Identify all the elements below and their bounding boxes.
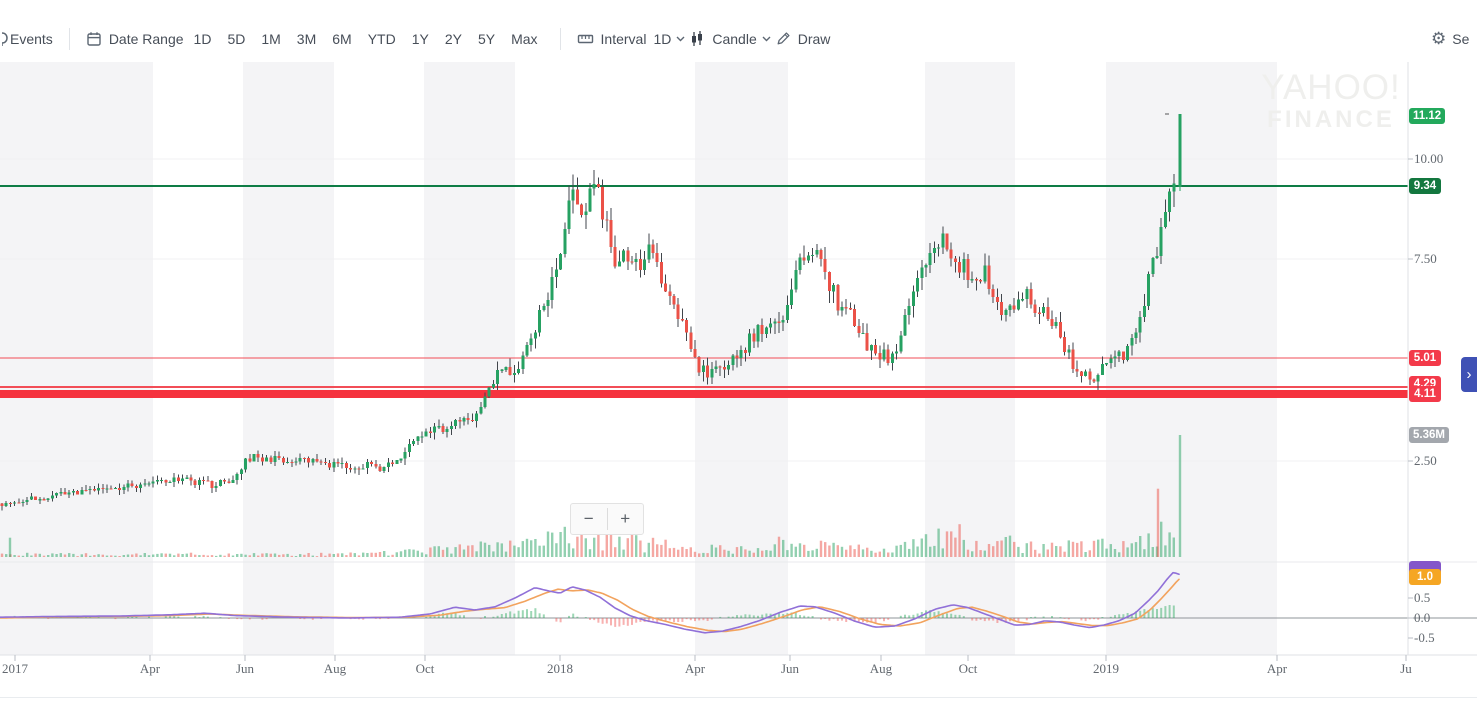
interval-label: Interval	[600, 31, 647, 47]
range-2y-label: 2Y	[444, 31, 462, 47]
chart-toolbar: Events Date Range 1D 5D 1M 3M 6M YTD 1Y 2Y 5Y Max In…	[0, 0, 1477, 62]
y-axis-label: 7.50	[1414, 251, 1437, 266]
x-axis-label: Ju	[1400, 661, 1412, 676]
range-max-button[interactable]: Max	[511, 31, 537, 47]
range-ytd-button[interactable]: YTD	[368, 31, 396, 47]
chart-type-label: Candle	[712, 31, 757, 47]
range-ytd-label: YTD	[367, 31, 396, 47]
y-axis-label: 2.50	[1414, 453, 1437, 468]
price-marker-badge: 5.01	[1409, 350, 1441, 366]
range-6m-button[interactable]: 6M	[332, 31, 351, 47]
range-1y-button[interactable]: 1Y	[412, 31, 429, 47]
range-1d-label: 1D	[193, 31, 212, 47]
x-axis-label: 2017	[2, 661, 28, 676]
range-3m-button[interactable]: 3M	[297, 31, 316, 47]
candle-icon	[689, 30, 705, 48]
range-3m-label: 3M	[296, 31, 317, 47]
y-axis-label: 10.00	[1414, 151, 1444, 166]
interval-value: 1D	[653, 31, 672, 47]
chevron-down-icon	[762, 36, 771, 42]
y-axis-label: -0.5	[1414, 630, 1435, 645]
interval-button[interactable]: Interval 1D	[577, 31, 686, 47]
zoom-in-button[interactable]: +	[620, 509, 631, 528]
date-range-label: Date Range	[108, 31, 184, 47]
x-axis-label: Oct	[958, 661, 978, 676]
price-marker-badge: 9.34	[1409, 178, 1441, 194]
settings-label: Se	[1452, 30, 1470, 47]
events-icon	[2, 29, 10, 49]
x-axis-label: Jun	[235, 661, 255, 676]
events-button[interactable]: Events	[2, 29, 53, 49]
page-bottom-border	[0, 697, 1477, 698]
price-marker-badge: 5.36M	[1409, 427, 1449, 443]
x-axis-label: 2018	[547, 661, 573, 676]
draw-label: Draw	[797, 31, 831, 47]
settings-button[interactable]: ⚙ Se	[1431, 30, 1477, 47]
range-5d-label: 5D	[227, 31, 246, 47]
x-axis-label: Jun	[780, 661, 800, 676]
x-axis-label: Aug	[869, 661, 893, 676]
toolbar-divider	[559, 28, 561, 50]
toolbar-divider	[68, 28, 70, 50]
price-marker-badge: 4.11	[1409, 386, 1441, 402]
x-axis-label: Oct	[415, 661, 435, 676]
price-marker-badge: 1.0	[1409, 569, 1441, 585]
date-range-button[interactable]: Date Range	[86, 31, 184, 47]
y-axis-label: 0.0	[1414, 610, 1431, 625]
calendar-icon	[86, 31, 102, 47]
y-axis-label: 0.5	[1414, 590, 1431, 605]
draw-button[interactable]: Draw	[775, 31, 831, 47]
range-6m-label: 6M	[332, 31, 352, 47]
range-1m-button[interactable]: 1M	[261, 31, 280, 47]
price-marker-badge: 11.12	[1409, 108, 1446, 124]
range-max-label: Max	[511, 31, 538, 47]
range-1m-label: 1M	[261, 31, 281, 47]
range-2y-button[interactable]: 2Y	[445, 31, 462, 47]
range-5d-button[interactable]: 5D	[227, 31, 245, 47]
zoom-out-button[interactable]: −	[583, 509, 594, 528]
zoom-divider	[606, 508, 608, 530]
range-1d-button[interactable]: 1D	[194, 31, 212, 47]
x-axis-label: Apr	[684, 661, 706, 676]
gear-icon: ⚙	[1431, 29, 1447, 48]
range-5y-button[interactable]: 5Y	[478, 31, 495, 47]
x-axis-label: 2019	[1093, 661, 1119, 676]
ruler-icon	[577, 31, 594, 47]
events-label: Events	[10, 31, 53, 47]
x-axis-label: Apr	[1266, 661, 1288, 676]
open-side-panel-button[interactable]: ›	[1461, 357, 1477, 392]
chevron-down-icon	[676, 36, 685, 42]
range-5y-label: 5Y	[477, 31, 496, 47]
range-1y-label: 1Y	[411, 31, 429, 47]
pencil-icon	[775, 31, 791, 47]
zoom-control: − +	[570, 503, 644, 535]
x-axis-label: Apr	[139, 661, 161, 676]
chart-type-button[interactable]: Candle	[689, 30, 771, 48]
x-axis-label: Aug	[323, 661, 347, 676]
